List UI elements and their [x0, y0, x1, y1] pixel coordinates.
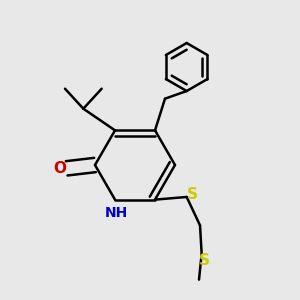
Text: S: S [187, 187, 198, 202]
Text: NH: NH [105, 206, 128, 220]
Text: O: O [53, 161, 66, 176]
Text: S: S [199, 253, 210, 268]
